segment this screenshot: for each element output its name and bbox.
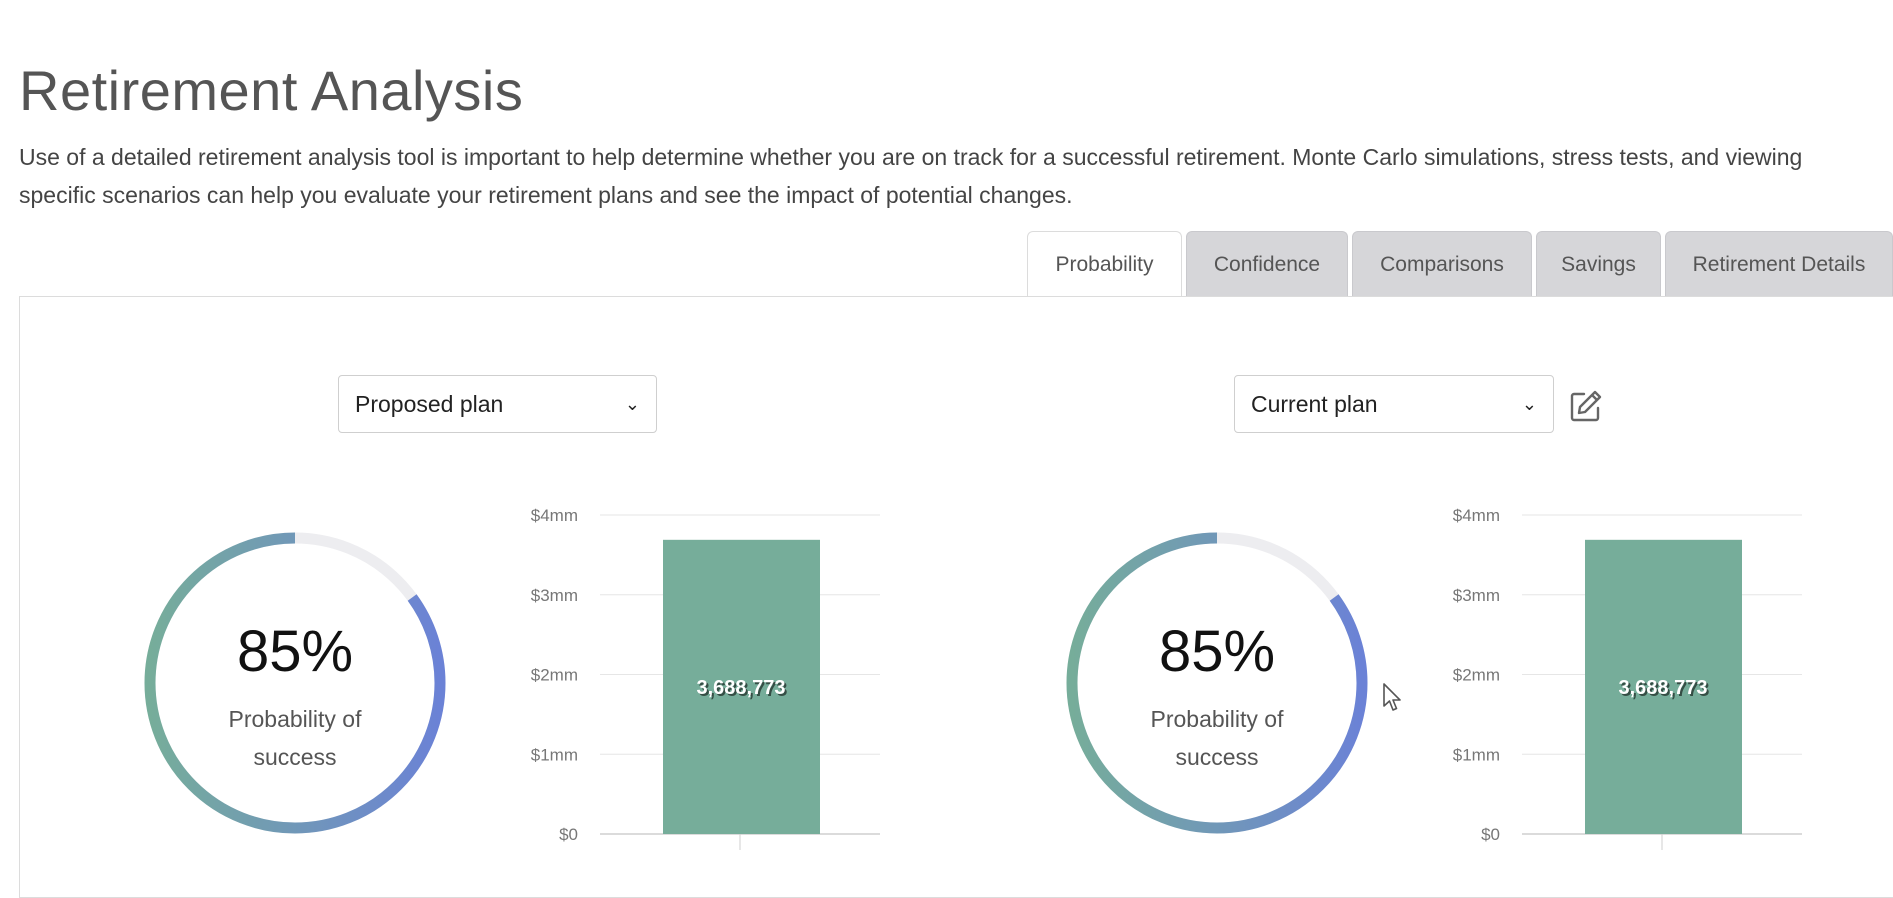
probability-label: Probability of success [1150, 706, 1284, 770]
tab-comparisons[interactable]: Comparisons [1352, 231, 1532, 297]
probability-panel [19, 296, 1893, 898]
mouse-cursor-icon [1383, 683, 1401, 711]
probability-ring [144, 532, 446, 834]
page-description: Use of a detailed retirement analysis to… [19, 144, 1803, 208]
chevron-down-icon: ⌄ [1521, 393, 1537, 414]
probability-ring [1066, 532, 1368, 834]
probability-gauge: 85% Probability of success [144, 532, 446, 834]
bar-value-label: 3,688,773 [697, 677, 786, 699]
y-tick-label: $3mm [531, 586, 578, 605]
proposed-plan-select[interactable]: Proposed plan ⌄ [338, 375, 657, 433]
pencil-edit-icon[interactable] [1568, 388, 1604, 424]
page-title: Retirement Analysis [19, 59, 524, 122]
y-tick-label: $2mm [1453, 666, 1500, 685]
y-tick-label: $0 [1481, 825, 1500, 844]
current-plan-select-value: Current plan [1251, 390, 1378, 417]
proposed-plan-select-value: Proposed plan [355, 390, 504, 417]
y-tick-label: $1mm [1453, 745, 1500, 764]
bar[interactable] [1585, 539, 1742, 834]
chevron-down-icon: ⌄ [624, 393, 640, 414]
y-tick-label: $3mm [1453, 586, 1500, 605]
tab-confidence[interactable]: Confidence [1186, 231, 1348, 297]
probability-value: 85% [1158, 619, 1276, 684]
bar-value-label-shadow: 3,688,773 [1621, 679, 1710, 701]
bar-value-label-shadow: 3,688,773 [699, 679, 788, 701]
y-tick-label: $4mm [1453, 506, 1500, 525]
tab-retirement-details[interactable]: Retirement Details [1665, 231, 1893, 297]
y-tick-label: $0 [559, 825, 578, 844]
gauge-progress-arc [144, 532, 446, 834]
tab-probability[interactable]: Probability [1027, 231, 1182, 298]
bar[interactable] [663, 539, 820, 834]
y-tick-label: $2mm [531, 666, 578, 685]
probability-label: Probability of success [228, 706, 362, 770]
gauge-progress-arc [1066, 532, 1368, 834]
probability-gauge: 85% Probability of success [1066, 532, 1368, 834]
probability-value: 85% [236, 619, 354, 684]
bar-value-label: 3,688,773 [1619, 677, 1708, 699]
y-tick-label: $1mm [531, 745, 578, 764]
current-plan-select[interactable]: Current plan ⌄ [1234, 375, 1554, 433]
y-tick-label: $4mm [531, 506, 578, 525]
analysis-tabs: Probability Confidence Comparisons Savin… [1027, 231, 1893, 298]
tab-savings[interactable]: Savings [1536, 231, 1661, 297]
